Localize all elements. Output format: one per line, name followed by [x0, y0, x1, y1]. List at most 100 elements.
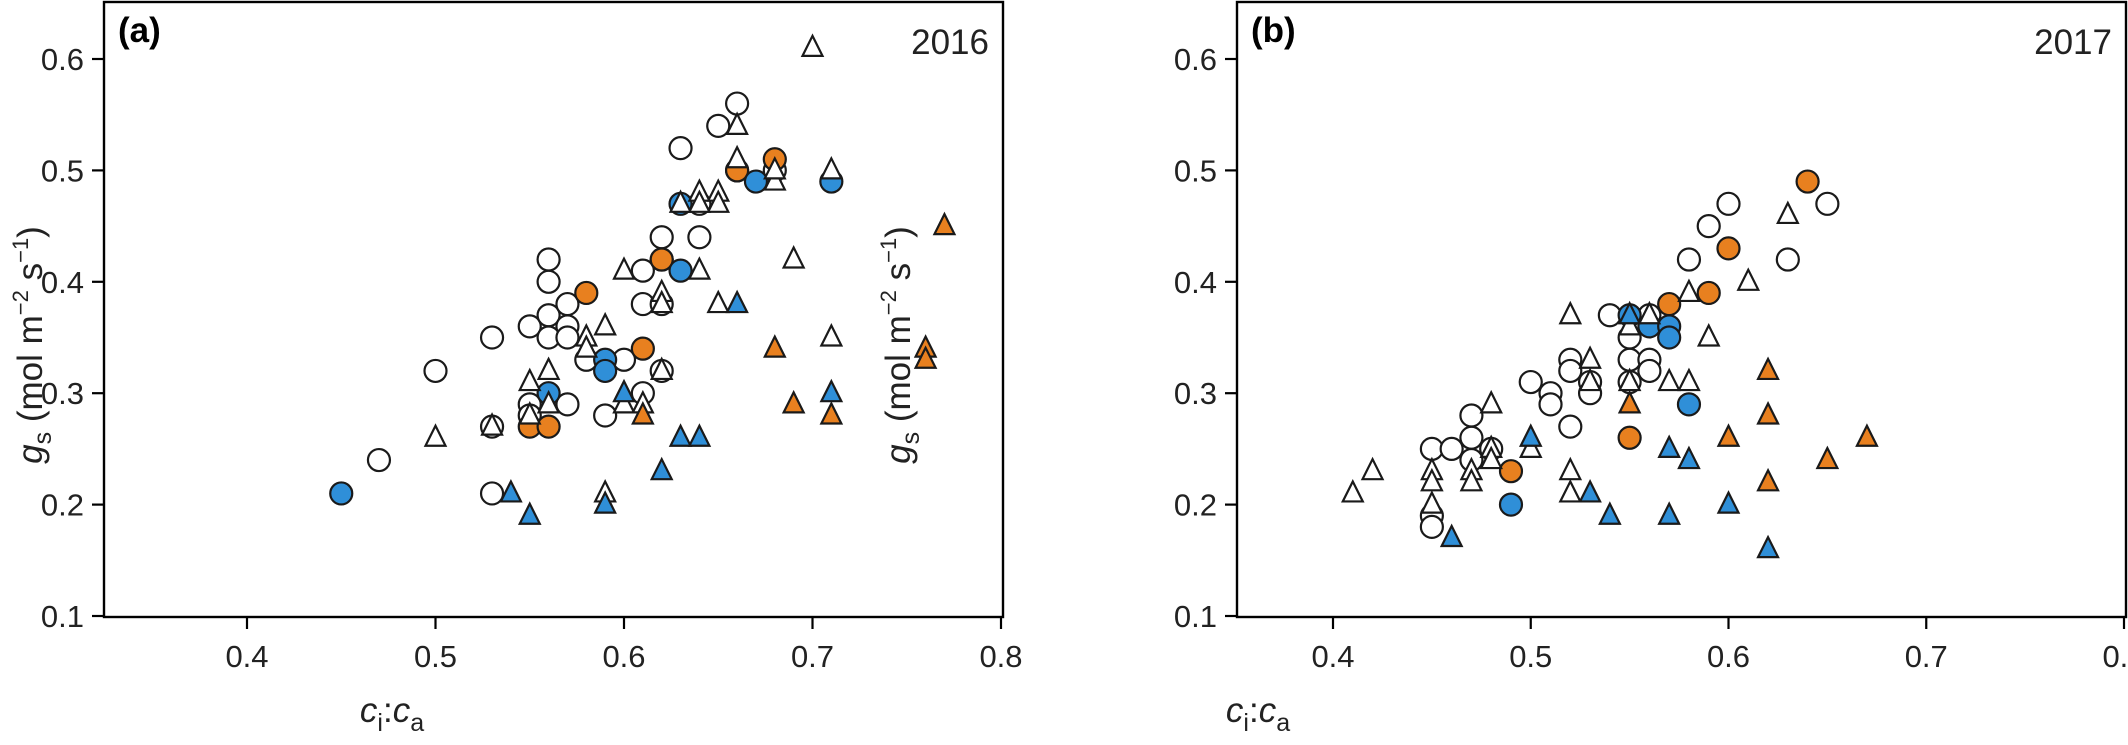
x-tick-label: 0.7 [791, 639, 834, 674]
data-point-triangle-white [1360, 456, 1385, 481]
data-point-triangle-orange [1815, 445, 1840, 470]
plot-frame-a [102, 0, 1005, 619]
data-point-triangle-white [1459, 467, 1484, 492]
data-point-triangle-white [480, 412, 504, 436]
data-point-circle-white [536, 269, 561, 294]
data-point-triangle-white [1420, 490, 1444, 514]
panel-a: 0.4 0.5 0.6 0.7 0.8 0.1 0.2 0.3 0.4 0.5 0.6 (a) 20… [41, 0, 1023, 674]
data-point-triangle-blue [517, 501, 542, 525]
y-tick-label: 0.6 [1174, 42, 1217, 77]
data-point-triangle-white [668, 189, 693, 213]
y-axis-title-a: gs (mol m−2 s−1) [8, 226, 57, 464]
data-point-triangle-orange [932, 211, 957, 236]
data-point-triangle-blue [593, 490, 617, 514]
y-tick-label: 0.4 [1174, 265, 1217, 300]
data-point-triangle-blue [1617, 300, 1642, 325]
x-axis-title-a: ci:ca [360, 691, 424, 737]
data-point-circle-orange [1696, 280, 1721, 306]
data-point-circle-white [706, 113, 731, 138]
data-point-triangle-blue [1657, 434, 1681, 458]
data-point-triangle-orange [1756, 401, 1780, 425]
data-point-circle-blue [668, 258, 693, 283]
data-point-triangle-white [687, 189, 712, 213]
data-point-circle-white [1696, 214, 1721, 239]
data-point-circle-orange [574, 280, 599, 306]
panel-label-b: (b) [1251, 11, 1296, 50]
data-point-circle-white [649, 225, 674, 250]
data-point-circle-white [1538, 392, 1563, 417]
data-point-triangle-white [706, 189, 731, 213]
data-point-triangle-orange [1855, 423, 1879, 447]
data-point-triangle-blue [1677, 445, 1701, 470]
data-point-triangle-white [423, 423, 448, 447]
data-point-circle-white [366, 447, 392, 473]
x-tick-label: 0.6 [602, 639, 645, 674]
year-label-a: 2016 [911, 23, 989, 62]
x-tick-label: 0.5 [1509, 639, 1552, 674]
data-point-triangle-white [1558, 479, 1583, 503]
data-point-triangle-white [819, 323, 844, 347]
data-point-triangle-blue [649, 456, 674, 481]
data-point-triangle-white [593, 311, 617, 336]
x-tick-label: 0.8 [2102, 639, 2128, 674]
data-point-circle-orange [1795, 169, 1820, 194]
data-point-triangle-white [649, 289, 674, 314]
data-point-circle-white [724, 91, 750, 116]
x-axis-title-b: ci:ca [1226, 691, 1290, 737]
data-point-triangle-white [819, 155, 844, 180]
data-point-triangle-white [1578, 367, 1602, 392]
data-point-triangle-white [687, 256, 712, 280]
data-points-b [1340, 169, 1879, 559]
data-point-circle-white [1558, 358, 1583, 384]
y-tick-label: 0.3 [1174, 376, 1217, 411]
data-point-circle-white [668, 136, 693, 161]
x-tick-label: 0.6 [1707, 639, 1750, 674]
data-point-circle-white [687, 225, 712, 250]
y-tick-label: 0.1 [1174, 599, 1217, 634]
data-point-circle-orange [630, 336, 655, 361]
data-point-triangle-blue [687, 423, 712, 447]
data-point-triangle-blue [1716, 490, 1741, 514]
x-tick-label: 0.4 [1311, 639, 1354, 674]
data-point-circle-orange [1716, 236, 1741, 261]
data-point-triangle-orange [781, 389, 806, 414]
data-point-triangle-orange [1756, 356, 1780, 381]
data-point-triangle-white [725, 111, 749, 135]
y-tick-label: 0.4 [41, 265, 84, 300]
data-point-triangle-white [612, 256, 636, 280]
data-point-triangle-white [1479, 445, 1503, 470]
data-point-triangle-white [706, 289, 731, 314]
y-tick-label: 0.2 [1174, 488, 1217, 523]
y-tick-label: 0.5 [1174, 153, 1217, 188]
data-point-triangle-blue [612, 378, 636, 403]
data-point-triangle-blue [499, 479, 523, 503]
data-point-triangle-blue [1578, 479, 1602, 503]
x-tick-label: 0.5 [414, 639, 457, 674]
data-point-circle-blue [1657, 325, 1682, 350]
data-point-triangle-white [1479, 389, 1503, 414]
data-point-triangle-orange [1716, 423, 1741, 447]
data-point-circle-blue [593, 358, 618, 384]
data-point-triangle-blue [1657, 501, 1681, 525]
data-point-triangle-white [725, 144, 749, 169]
data-point-triangle-white [1677, 278, 1701, 303]
data-point-triangle-white [649, 356, 674, 381]
data-point-circle-orange [1617, 425, 1642, 450]
data-point-triangle-white [1617, 311, 1642, 336]
data-point-triangle-white [1776, 200, 1800, 225]
data-point-circle-white [1815, 191, 1840, 216]
data-point-circle-white [517, 314, 542, 339]
ticks-b: 0.4 0.5 0.6 0.7 0.8 0.1 0.2 0.3 0.4 0.5 0.6 [1174, 42, 2128, 674]
y-tick-label: 0.1 [41, 599, 84, 634]
y-axis-title-b: gs (mol m−2 s−1) [876, 226, 925, 464]
data-point-triangle-orange [763, 334, 787, 358]
data-point-triangle-white [763, 155, 787, 180]
data-point-circle-orange [649, 247, 674, 272]
data-point-triangle-blue [1756, 534, 1780, 559]
x-tick-label: 0.7 [1905, 639, 1948, 674]
data-point-circle-white [423, 358, 448, 384]
data-point-triangle-blue [819, 378, 844, 403]
data-point-circle-blue [329, 481, 354, 506]
x-tick-label: 0.4 [225, 639, 268, 674]
